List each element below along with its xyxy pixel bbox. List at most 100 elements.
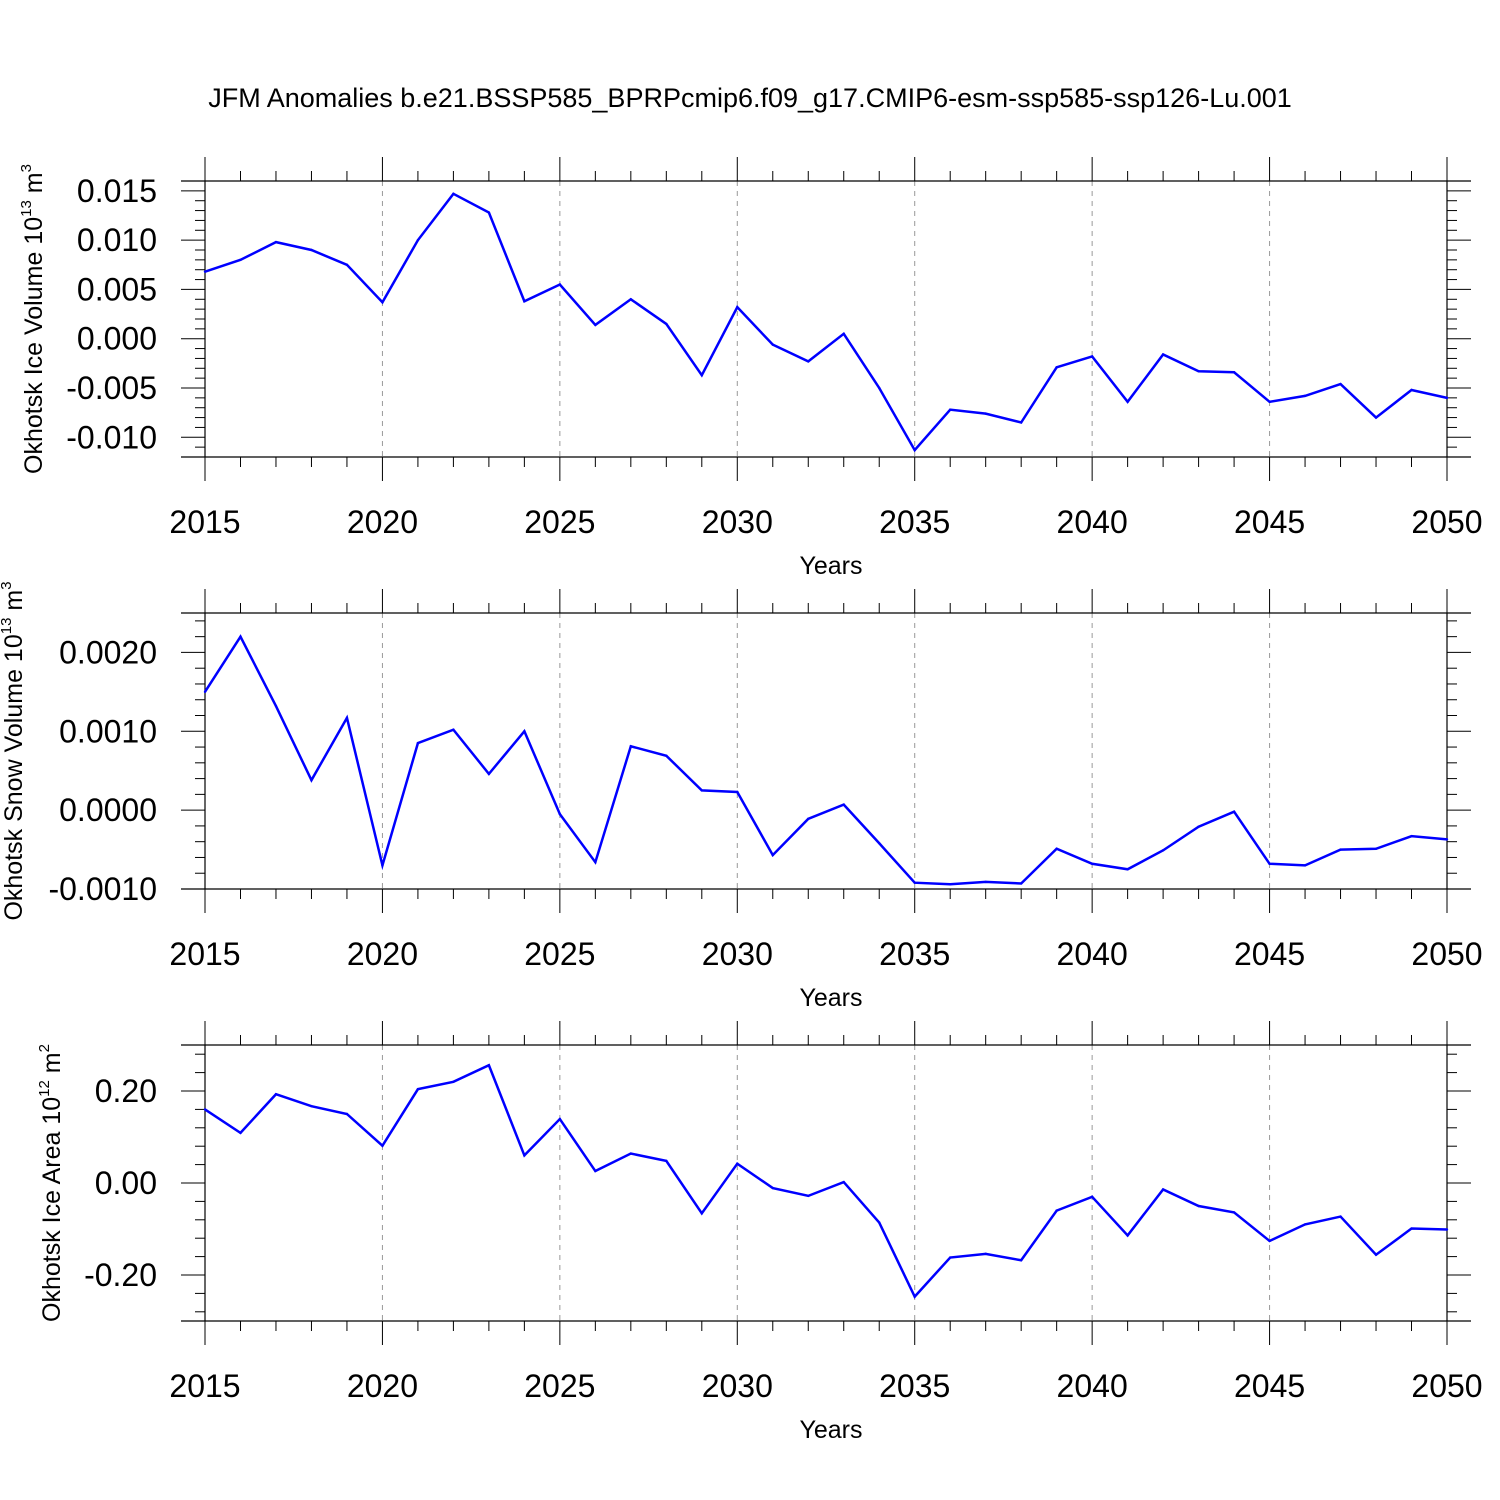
data-point — [1410, 834, 1413, 838]
data-point — [558, 812, 562, 816]
y-axis-label-superscript: 3 — [0, 581, 15, 589]
data-point — [1126, 868, 1129, 871]
data-point — [345, 716, 349, 720]
data-point — [984, 412, 987, 415]
x-tick-label: 2020 — [347, 1368, 418, 1404]
data-point — [381, 1144, 384, 1147]
x-tick-label: 2015 — [169, 1368, 240, 1404]
data-point — [203, 1108, 207, 1111]
data-point — [594, 323, 597, 327]
data-point — [239, 258, 242, 262]
y-tick-label: 0.0000 — [59, 792, 157, 828]
data-point — [949, 408, 952, 411]
data-point — [1090, 355, 1094, 358]
data-point — [913, 448, 916, 452]
data-point — [1303, 864, 1307, 867]
data-point — [1019, 421, 1023, 424]
data-point — [1303, 1223, 1307, 1226]
x-tick-label: 2045 — [1234, 504, 1305, 540]
data-point — [487, 772, 491, 776]
x-tick-label: 2015 — [169, 936, 240, 972]
data-point — [665, 1159, 668, 1163]
data-point — [665, 322, 668, 326]
y-axis-label-text: m — [38, 1052, 66, 1080]
data-point — [1374, 416, 1378, 419]
panel-2: 2015 2020 2025 2030 2035 2040 2045 2050 -0.0010 0… — [0, 581, 1483, 1012]
x-tick-label: 2025 — [524, 504, 595, 540]
data-point — [1161, 353, 1165, 356]
data-point — [1055, 1209, 1058, 1212]
data-point — [487, 211, 491, 214]
series-line — [204, 192, 1448, 453]
y-tick-label: 0.0020 — [59, 634, 157, 670]
y-axis-label: Okhotsk Ice Area 1012 m2 — [36, 1044, 66, 1322]
data-point — [1268, 1239, 1271, 1243]
x-tick-label: 2035 — [879, 1368, 950, 1404]
data-point — [1019, 882, 1023, 885]
data-point — [203, 270, 207, 273]
x-tick-label: 2035 — [879, 504, 950, 540]
data-point — [629, 298, 633, 301]
data-point — [274, 1093, 278, 1096]
data-point — [629, 745, 633, 748]
data-point — [1232, 810, 1236, 813]
data-point — [913, 1295, 916, 1298]
data-point — [523, 730, 526, 733]
data-point — [381, 864, 384, 867]
x-tick-label: 2040 — [1057, 1368, 1128, 1404]
series-line — [204, 1063, 1448, 1299]
data-point — [1445, 396, 1449, 400]
y-axis-label-text: Okhotsk Snow Volume 10 — [0, 634, 28, 920]
data-point — [594, 860, 597, 864]
data-point — [807, 1194, 810, 1198]
y-tick-label: 0.0010 — [59, 713, 157, 749]
data-point — [842, 803, 845, 806]
data-point — [949, 883, 952, 886]
data-point — [381, 301, 384, 304]
panel-1: 2015 2020 2025 2030 2035 2040 2045 2050 -0.010 -0… — [18, 157, 1483, 580]
y-axis-label: Okhotsk Ice Volume 1013 m3 — [18, 164, 48, 474]
data-point — [771, 1186, 774, 1190]
data-point — [1055, 847, 1058, 850]
data-point — [239, 1131, 242, 1135]
data-point — [1374, 1253, 1378, 1256]
data-point — [1410, 388, 1413, 392]
data-point — [913, 881, 916, 884]
data-point — [1339, 1215, 1342, 1218]
y-tick-label: 0.000 — [77, 321, 157, 357]
data-point — [1126, 1234, 1129, 1237]
y-tick-label: 0.015 — [77, 173, 157, 209]
data-point — [1303, 394, 1307, 398]
data-point — [1232, 1211, 1236, 1214]
data-point — [416, 741, 420, 745]
data-point — [842, 332, 845, 335]
data-point — [700, 373, 703, 377]
x-tick-label: 2050 — [1411, 936, 1482, 972]
data-point — [700, 1212, 703, 1215]
y-tick-label: 0.20 — [95, 1073, 157, 1109]
x-tick-label: 2035 — [879, 936, 950, 972]
data-point — [452, 728, 455, 731]
data-point — [310, 1104, 313, 1108]
data-point — [1055, 366, 1058, 369]
data-point — [1126, 400, 1129, 403]
data-point — [1232, 371, 1236, 374]
x-tick-label: 2020 — [347, 936, 418, 972]
x-axis-label: Years — [799, 552, 862, 580]
x-tick-label: 2020 — [347, 504, 418, 540]
data-point — [1197, 825, 1200, 828]
data-point — [1197, 1204, 1200, 1208]
data-point — [1339, 382, 1342, 386]
y-tick-label: -0.0010 — [48, 871, 157, 907]
x-tick-label: 2040 — [1057, 504, 1128, 540]
data-point — [771, 853, 774, 857]
y-tick-label: -0.010 — [66, 419, 157, 455]
x-tick-label: 2030 — [702, 936, 773, 972]
x-tick-label: 2050 — [1411, 504, 1482, 540]
y-axis-label-superscript: 3 — [18, 164, 35, 172]
data-point — [878, 842, 881, 845]
y-tick-label: 0.010 — [77, 222, 157, 258]
data-point — [523, 1154, 526, 1157]
y-axis-label-text: Okhotsk Ice Volume 10 — [20, 217, 48, 474]
y-axis-label-superscript: 13 — [18, 200, 35, 217]
